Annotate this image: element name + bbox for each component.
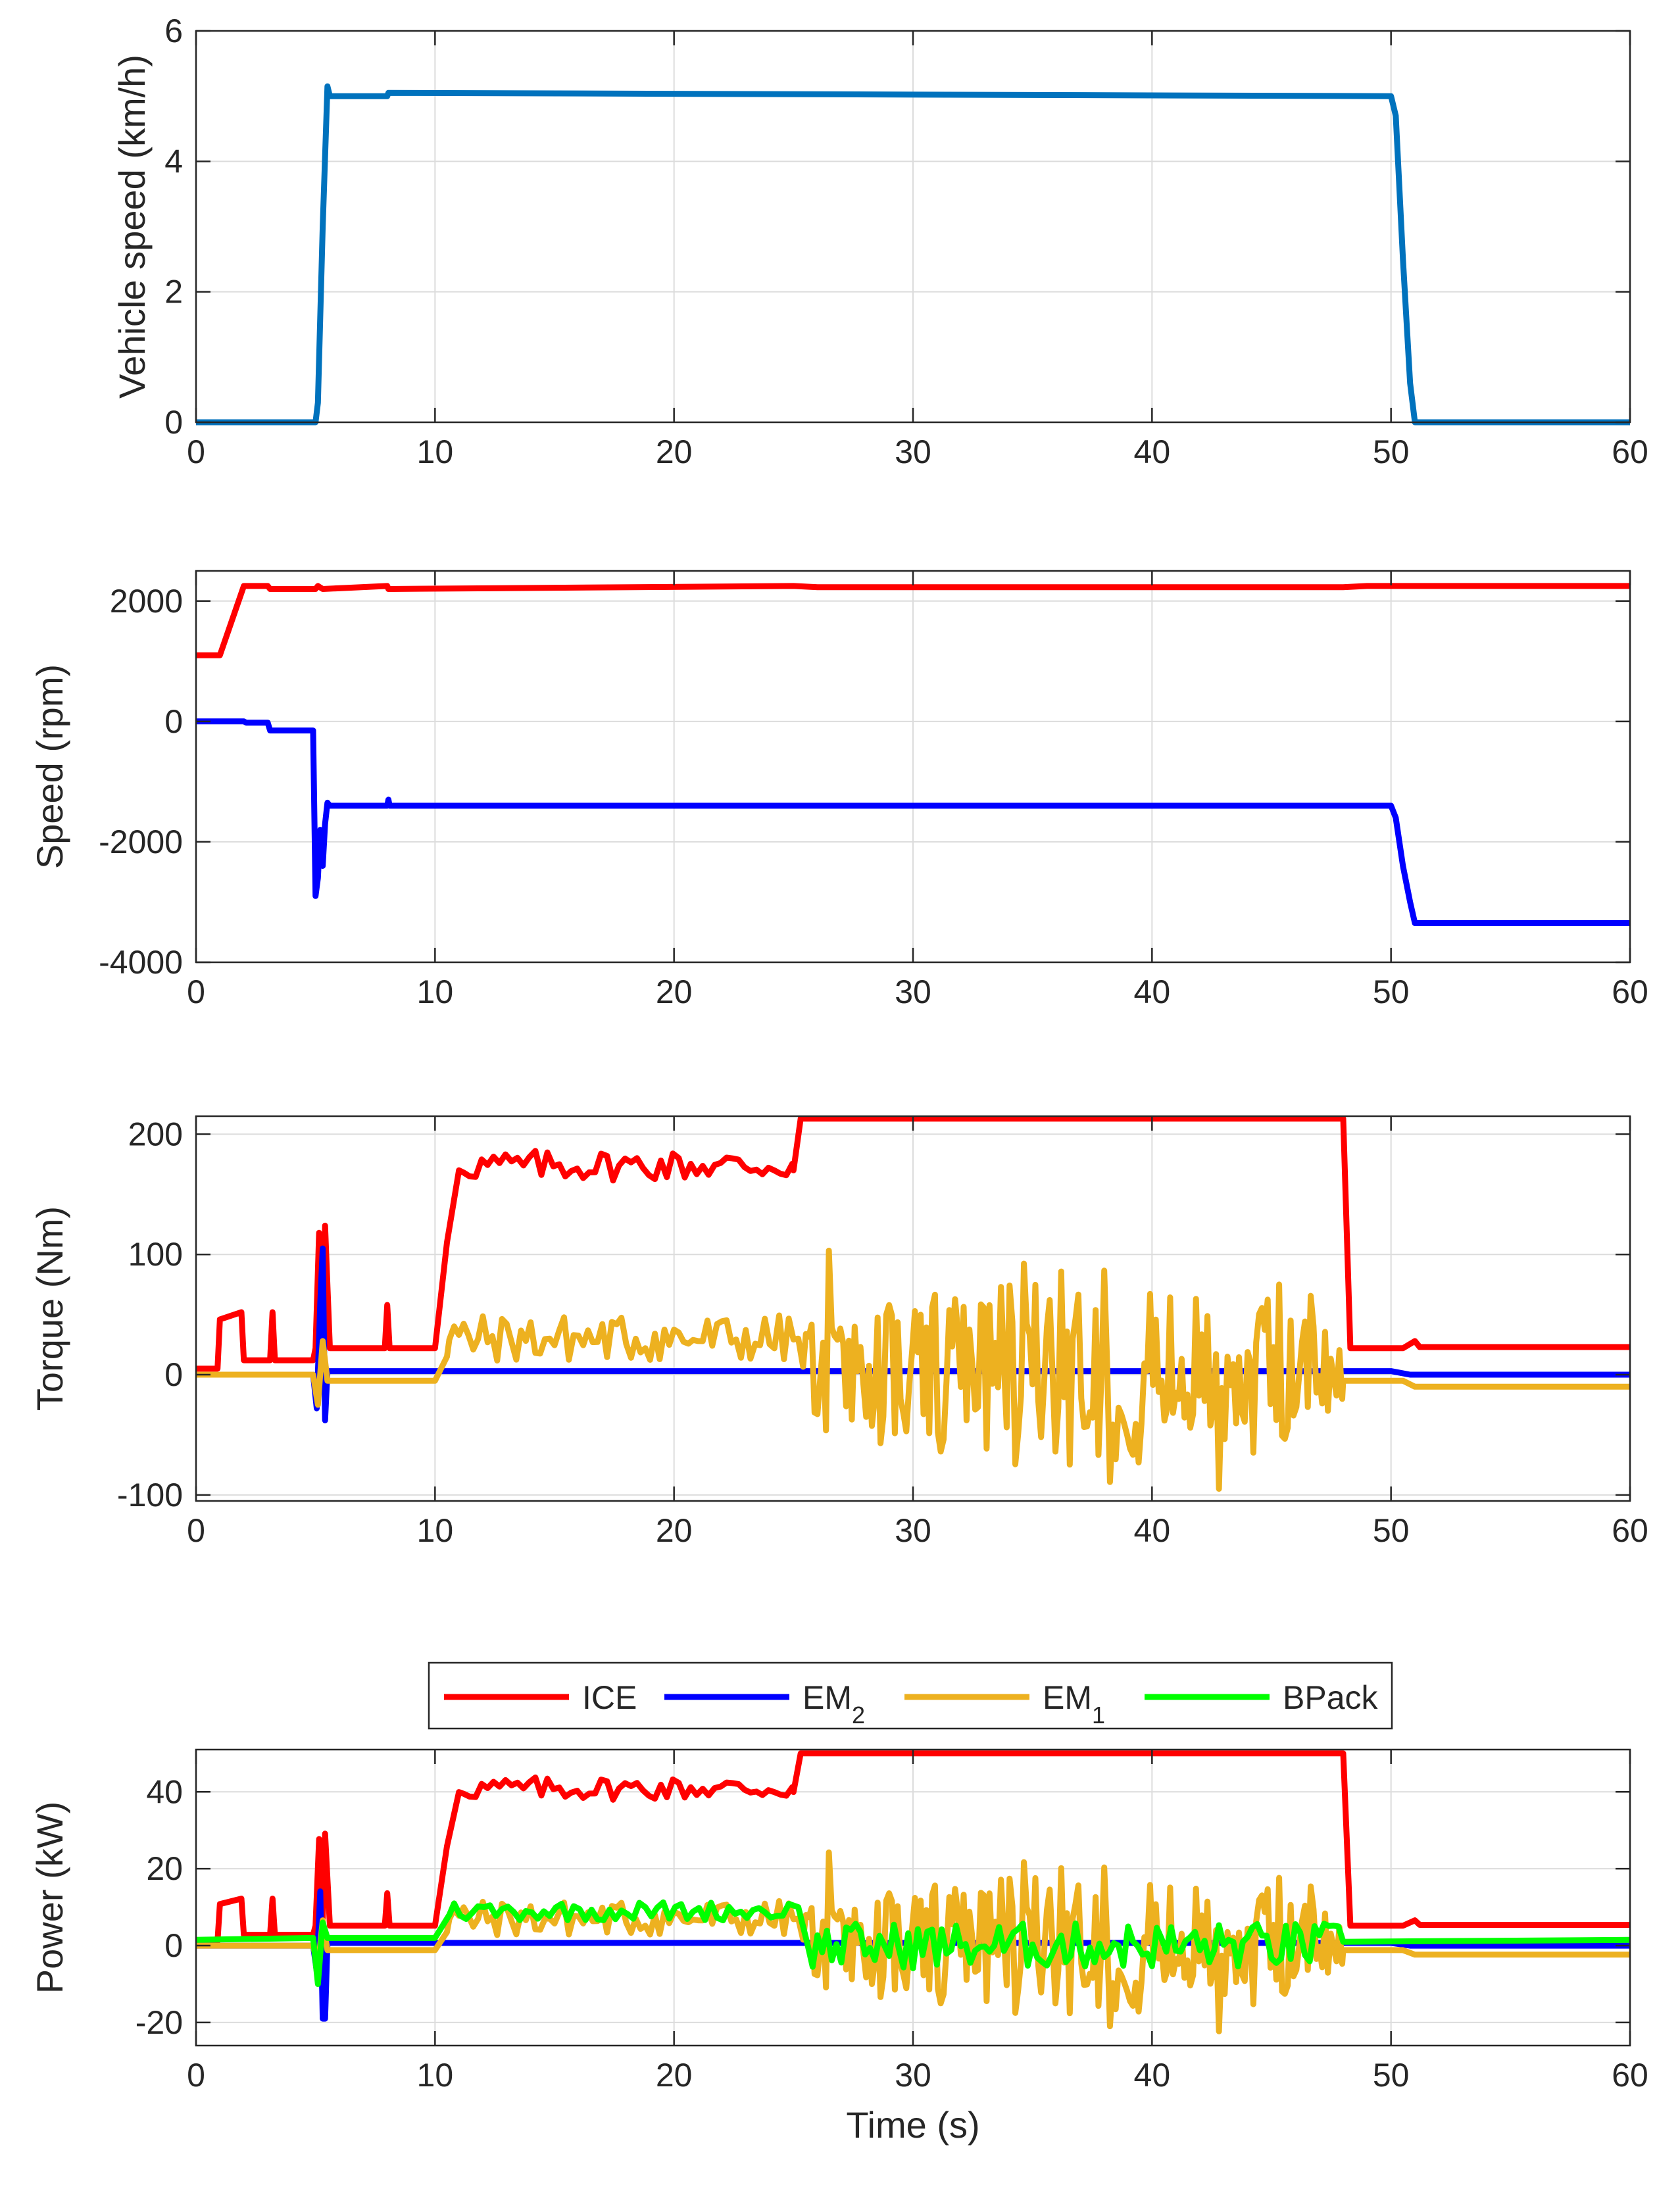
y-axis-label: Torque (Nm)	[29, 1206, 70, 1411]
series-line-em1	[196, 1849, 1630, 2034]
x-tick-label: 60	[1612, 433, 1648, 470]
x-tick-label: 60	[1612, 1512, 1648, 1549]
y-tick-label: 0	[164, 404, 183, 441]
y-tick-label: 6	[164, 12, 183, 49]
x-tick-label: 30	[895, 2057, 931, 2094]
y-tick-label: 2000	[110, 583, 183, 620]
legend-label: BPack	[1283, 1679, 1379, 1716]
x-tick-label: 0	[187, 2057, 205, 2094]
x-tick-label: 0	[187, 433, 205, 470]
y-tick-label: 200	[128, 1116, 183, 1152]
x-tick-label: 40	[1134, 2057, 1171, 2094]
x-tick-label: 20	[656, 2057, 693, 2094]
series-group	[196, 583, 1630, 926]
series-line-ice	[196, 583, 1630, 658]
x-tick-label: 20	[656, 973, 693, 1010]
x-tick-label: 60	[1612, 2057, 1648, 2094]
series-line-ice	[196, 1750, 1630, 1944]
y-axis-label: Vehicle speed (km/h)	[111, 55, 153, 399]
x-tick-label: 50	[1373, 973, 1410, 1010]
series-line-em2	[196, 718, 1630, 926]
x-tick-label: 40	[1134, 433, 1171, 470]
series-line-em1	[196, 1247, 1630, 1492]
x-tick-label: 50	[1373, 1512, 1410, 1549]
y-tick-label: -2000	[99, 823, 183, 860]
x-tick-label: 10	[417, 2057, 454, 2094]
x-axis-label: Time (s)	[846, 2104, 979, 2146]
y-tick-label: 0	[164, 1927, 183, 1964]
x-tick-label: 40	[1134, 973, 1171, 1010]
y-tick-label: -100	[117, 1477, 183, 1513]
x-tick-label: 30	[895, 433, 931, 470]
x-tick-label: 10	[417, 1512, 454, 1549]
chart-motor_speed: 0 10 20 30 40 50 60 -4000 -2000 0 2000 Speed (rpm)	[29, 570, 1648, 1010]
x-tick-label: 60	[1612, 973, 1648, 1010]
x-tick-label: 20	[656, 1512, 693, 1549]
legend-label: ICE	[582, 1679, 637, 1716]
series-group	[196, 83, 1630, 426]
series-line-bpack	[196, 1899, 1630, 1987]
x-tick-label: 50	[1373, 433, 1410, 470]
y-tick-label: 2	[164, 274, 183, 310]
y-tick-label: 4	[164, 143, 183, 180]
x-tick-label: 0	[187, 973, 205, 1010]
x-tick-label: 50	[1373, 2057, 1410, 2094]
y-tick-label: -20	[136, 2004, 183, 2041]
y-tick-label: 0	[164, 703, 183, 740]
x-tick-label: 0	[187, 1512, 205, 1549]
x-tick-label: 10	[417, 973, 454, 1010]
x-tick-label: 30	[895, 973, 931, 1010]
series-line-vehicle speed	[196, 83, 1630, 426]
y-tick-label: 40	[146, 1773, 183, 1810]
y-tick-label: 0	[164, 1356, 183, 1393]
x-tick-label: 20	[656, 433, 693, 470]
chart-vehicle_speed: 0 10 20 30 40 50 60 0 2 4 6 Vehicle speed (km/h)	[111, 12, 1648, 470]
y-tick-label: -4000	[99, 944, 183, 981]
legend-subscript: 1	[1092, 1702, 1105, 1729]
legend: ICE EM2 EM1 BPack	[428, 1661, 1393, 1730]
y-tick-label: 100	[128, 1236, 183, 1273]
series-line-ice	[196, 1116, 1630, 1372]
y-tick-label: 20	[146, 1850, 183, 1887]
series-group	[196, 1750, 1630, 2034]
legend-subscript: 2	[852, 1702, 865, 1729]
x-tick-label: 40	[1134, 1512, 1171, 1549]
y-axis-label: Power (kW)	[29, 1802, 70, 1994]
x-tick-label: 10	[417, 433, 454, 470]
x-tick-label: 30	[895, 1512, 931, 1549]
series-group	[196, 1116, 1630, 1492]
y-axis-label: Speed (rpm)	[29, 664, 70, 869]
